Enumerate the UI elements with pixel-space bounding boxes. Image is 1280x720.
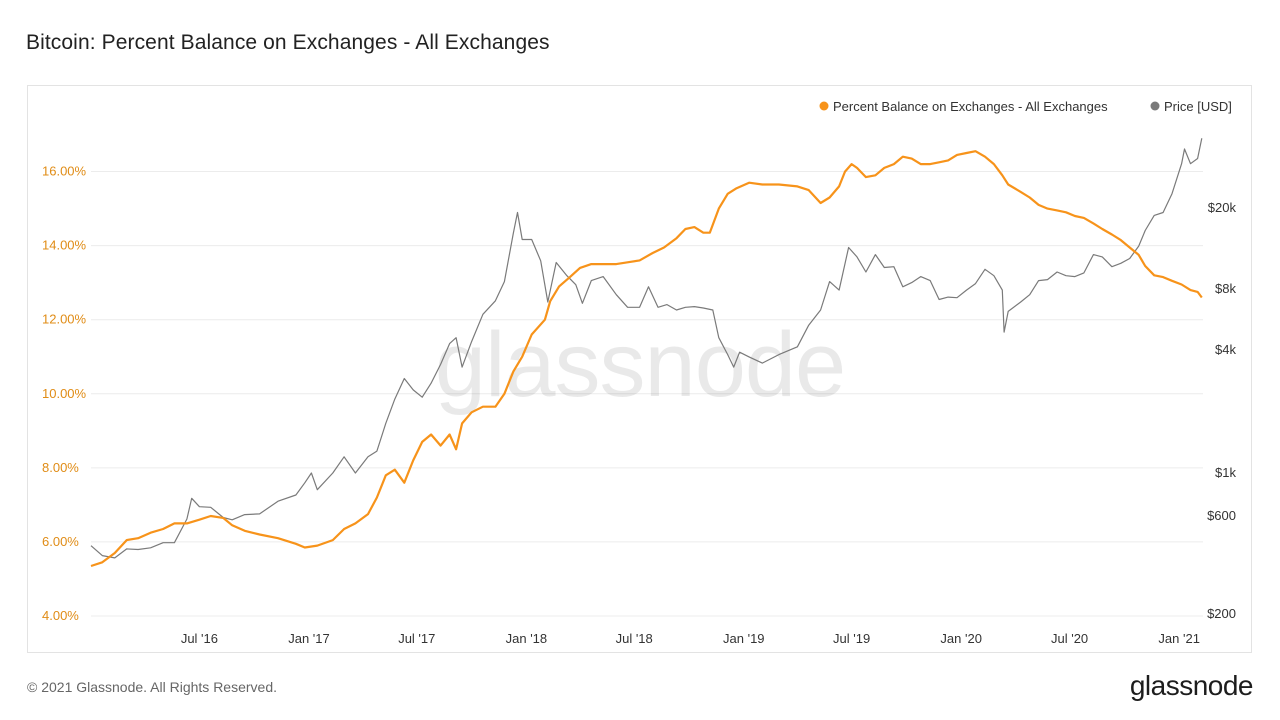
x-tick-label: Jul '16 [181,631,218,646]
x-tick-label: Jan '18 [506,631,548,646]
x-tick-label: Jul '17 [398,631,435,646]
left-tick-label: 10.00% [42,386,87,401]
series-lines [90,138,1203,568]
legend-item-price[interactable]: Price [USD] [1150,99,1232,114]
gridlines [91,171,1203,617]
x-tick-label: Jul '20 [1051,631,1088,646]
legend-item-balance[interactable]: Percent Balance on Exchanges - All Excha… [819,99,1109,114]
right-tick-label: $600 [1207,508,1236,523]
left-tick-label: 14.00% [42,238,87,253]
x-tick-label: Jan '21 [1158,631,1200,646]
legend-dot-price [1150,101,1160,111]
left-tick-label: 6.00% [42,534,79,549]
chart-frame: glassnode 4.00% 6.00% 8.00% 10.00% 12.00% 14.… [27,85,1252,653]
balance-series-line [90,150,1203,568]
right-tick-label: $4k [1215,342,1236,357]
footer-logo[interactable]: glassnode [1129,670,1254,701]
x-axis: Jul '16 Jan '17 Jul '17 Jan '18 Jul '18 Jan '… [181,631,1200,646]
x-tick-label: Jan '20 [940,631,982,646]
x-tick-label: Jan '19 [723,631,765,646]
watermark: glassnode [435,314,845,416]
left-axis: 4.00% 6.00% 8.00% 10.00% 12.00% 14.00% 16.00% [42,164,87,623]
x-tick-label: Jan '17 [288,631,330,646]
legend-label-balance: Percent Balance on Exchanges - All Excha… [833,99,1108,114]
page-title: Bitcoin: Percent Balance on Exchanges - … [26,31,550,54]
left-tick-label: 12.00% [42,312,87,327]
legend-label-price: Price [USD] [1164,99,1232,114]
left-tick-label: 8.00% [42,460,79,475]
x-tick-label: Jul '19 [833,631,870,646]
right-tick-label: $200 [1207,606,1236,621]
chart-svg: glassnode 4.00% 6.00% 8.00% 10.00% 12.00% 14.… [42,99,1236,646]
footer-copyright: © 2021 Glassnode. All Rights Reserved. [27,679,278,695]
right-tick-label: $8k [1215,281,1236,296]
right-tick-label: $1k [1215,465,1236,480]
legend-dot-balance [819,101,829,111]
x-tick-label: Jul '18 [616,631,653,646]
left-tick-label: 4.00% [42,608,79,623]
legend: Percent Balance on Exchanges - All Excha… [819,99,1232,114]
price-series-line [90,138,1203,559]
left-tick-label: 16.00% [42,164,87,179]
right-tick-label: $20k [1208,200,1237,215]
right-axis: $200 $600 $1k $4k $8k $20k [1207,200,1236,621]
